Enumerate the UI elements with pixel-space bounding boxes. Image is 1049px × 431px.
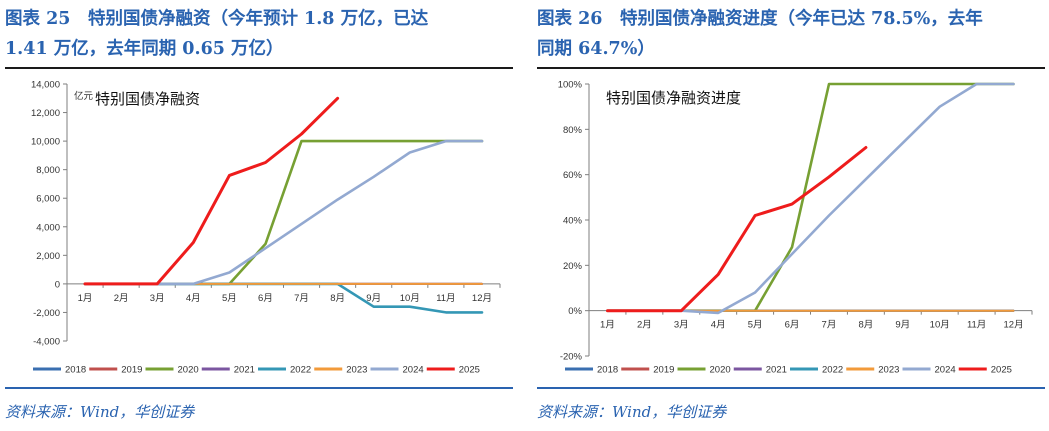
x-tick-label: 5月 (748, 320, 763, 331)
x-tick-label: 9月 (895, 320, 910, 331)
legend-label-2022: 2022 (822, 365, 843, 376)
y-tick-label: 80% (563, 125, 583, 136)
series-line-2025 (606, 146, 868, 313)
figure-title-line1: 图表 26 特别国债净融资进度（今年已达 78.5%，去年 (537, 9, 983, 29)
x-tick-label: 11月 (967, 320, 986, 331)
legend-label-2020: 2020 (710, 365, 731, 376)
top-rule (537, 67, 1045, 69)
legend-label-2019: 2019 (121, 365, 142, 376)
series-line-2024 (83, 139, 484, 286)
x-tick-label: 1月 (600, 320, 615, 331)
y-tick-label: 2,000 (36, 251, 60, 262)
figure-title-line2: 同期 64.7%） (537, 39, 655, 59)
series-line-2020 (83, 139, 484, 286)
legend-label-2023: 2023 (878, 365, 899, 376)
source-note: 资料来源：Wind，华创证券 (537, 403, 727, 421)
x-tick-label: 3月 (150, 293, 165, 304)
series-line-2024 (606, 82, 1015, 315)
y-tick-label: 100% (558, 80, 583, 91)
chart-panel-left: 图表 25 特别国债净融资（今年预计 1.8 万亿，已达 1.41 万亿，去年同… (5, 0, 515, 431)
y-tick-label: 40% (563, 216, 583, 227)
bottom-rule (5, 387, 513, 389)
legend-label-2022: 2022 (290, 365, 311, 376)
y-tick-label: 0 (55, 279, 60, 290)
figure-title: 图表 26 特别国债净融资进度（今年已达 78.5%，去年 同期 64.7%） (537, 4, 1045, 64)
series-line-2022 (83, 282, 484, 314)
figure-title-line1: 图表 25 特别国债净融资（今年预计 1.8 万亿，已达 (5, 9, 429, 29)
x-tick-label: 9月 (366, 293, 381, 304)
x-tick-label: 1月 (78, 293, 93, 304)
legend-label-2019: 2019 (653, 365, 674, 376)
legend-label-2021: 2021 (766, 365, 787, 376)
unit-label: 亿元 (74, 90, 94, 102)
x-tick-label: 12月 (472, 293, 492, 304)
x-tick-label: 7月 (822, 320, 837, 331)
series-line-2025 (83, 96, 340, 286)
series-line-2020 (606, 82, 1015, 312)
chart-panel-right: 图表 26 特别国债净融资进度（今年已达 78.5%，去年 同期 64.7%） … (537, 0, 1047, 431)
top-rule (5, 67, 513, 69)
y-tick-label: 6,000 (36, 194, 60, 205)
figure-title-line2: 1.41 万亿，去年同期 0.65 万亿） (5, 39, 284, 59)
legend-label-2025: 2025 (991, 365, 1012, 376)
legend-label-2025: 2025 (459, 365, 480, 376)
y-tick-label: -4,000 (33, 337, 60, 348)
line-chart-financing-progress: 100% 80% 60% 40% 20% 0% -20% 1月 2月 3月 4月 5月 6月 7月 8月 9月… (558, 80, 1033, 376)
chart-inner-title: 特别国债净融资 (95, 90, 200, 108)
chart-inner-title: 特别国债净融资进度 (606, 89, 741, 107)
legend-label-2020: 2020 (178, 365, 199, 376)
legend-label-2024: 2024 (935, 365, 956, 376)
figure-title: 图表 25 特别国债净融资（今年预计 1.8 万亿，已达 1.41 万亿，去年同… (5, 4, 513, 64)
x-tick-label: 12月 (1004, 320, 1024, 331)
y-tick-label: 8,000 (36, 165, 60, 176)
y-tick-label: 14,000 (31, 80, 60, 91)
x-tick-label: 2月 (114, 293, 129, 304)
y-tick-label: 12,000 (31, 108, 60, 119)
y-tick-label: -2,000 (33, 308, 60, 319)
x-tick-label: 10月 (930, 320, 950, 331)
x-tick-label: 7月 (294, 293, 309, 304)
bottom-rule (537, 387, 1045, 389)
x-tick-label: 8月 (330, 293, 345, 304)
legend-label-2024: 2024 (403, 365, 424, 376)
x-tick-label: 10月 (400, 293, 420, 304)
x-tick-label: 11月 (436, 293, 455, 304)
x-tick-label: 4月 (186, 293, 201, 304)
y-tick-label: 10,000 (31, 137, 60, 148)
x-tick-label: 6月 (258, 293, 273, 304)
y-tick-label: 20% (563, 261, 583, 272)
x-tick-label: 6月 (785, 320, 800, 331)
line-chart-net-financing: 14,000 12,000 10,000 8,000 6,000 4,000 2,000 0 -… (31, 80, 501, 376)
x-tick-label: 8月 (858, 320, 873, 331)
x-tick-label: 2月 (637, 320, 652, 331)
y-tick-label: 0% (568, 306, 582, 317)
y-tick-label: -20% (560, 352, 583, 363)
x-tick-label: 3月 (674, 320, 689, 331)
x-tick-label: 4月 (711, 320, 726, 331)
source-note: 资料来源：Wind，华创证券 (5, 403, 195, 421)
legend-label-2018: 2018 (597, 365, 618, 376)
legend-label-2023: 2023 (346, 365, 367, 376)
y-tick-label: 4,000 (36, 222, 60, 233)
legend-label-2021: 2021 (234, 365, 255, 376)
legend-label-2018: 2018 (65, 365, 86, 376)
y-tick-label: 60% (563, 170, 583, 181)
x-tick-label: 5月 (222, 293, 237, 304)
